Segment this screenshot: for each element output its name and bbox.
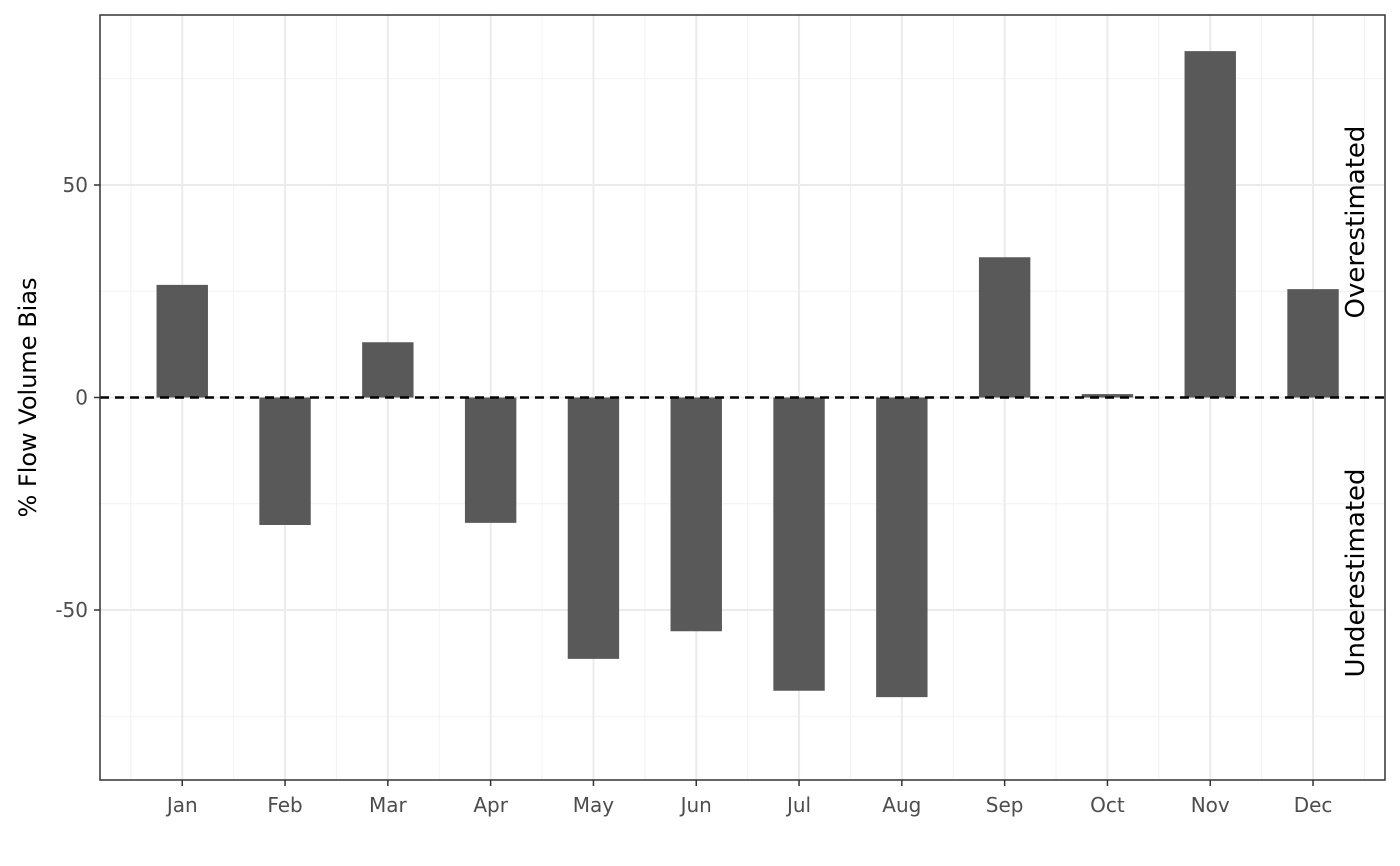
bar-jan — [156, 284, 208, 398]
x-tick-label-jan: Jan — [165, 793, 198, 817]
bars — [156, 51, 1339, 698]
x-tick-label-jul: Jul — [785, 793, 811, 817]
x-tick-label-feb: Feb — [267, 793, 302, 817]
x-tick-label-sep: Sep — [986, 793, 1024, 817]
bar-aug — [876, 397, 928, 698]
x-tick-label-apr: Apr — [473, 793, 508, 817]
bar-feb — [259, 397, 311, 525]
x-tick-label-oct: Oct — [1090, 793, 1125, 817]
x-axis-ticks: Jan Feb Mar Apr May Jun Jul Aug Sep Oct Nov Dec — [165, 780, 1333, 817]
bar-jul — [773, 397, 825, 691]
bar-dec — [1287, 289, 1339, 398]
x-tick-label-jun: Jun — [679, 793, 712, 817]
bar-sep — [978, 257, 1031, 398]
bar-jun — [670, 397, 722, 632]
bar-oct — [1081, 394, 1134, 398]
y-tick-label: 50 — [63, 173, 88, 197]
bar-nov — [1184, 51, 1236, 398]
bar-apr — [464, 397, 517, 523]
x-tick-label-mar: Mar — [369, 793, 408, 817]
annotation-overestimated: Overestimated — [1341, 126, 1371, 319]
y-tick-label: 0 — [75, 386, 88, 410]
y-tick-label: -50 — [55, 598, 88, 622]
x-tick-label-dec: Dec — [1294, 793, 1333, 817]
bar-mar — [362, 342, 414, 398]
x-tick-label-aug: Aug — [882, 793, 921, 817]
x-tick-label-nov: Nov — [1191, 793, 1230, 817]
bar-may — [567, 397, 620, 659]
x-tick-label-may: May — [573, 793, 615, 817]
y-axis-ticks: -50 0 50 — [55, 173, 100, 622]
annotation-underestimated: Underestimated — [1341, 468, 1371, 677]
y-axis-title: % Flow Volume Bias — [14, 277, 42, 517]
